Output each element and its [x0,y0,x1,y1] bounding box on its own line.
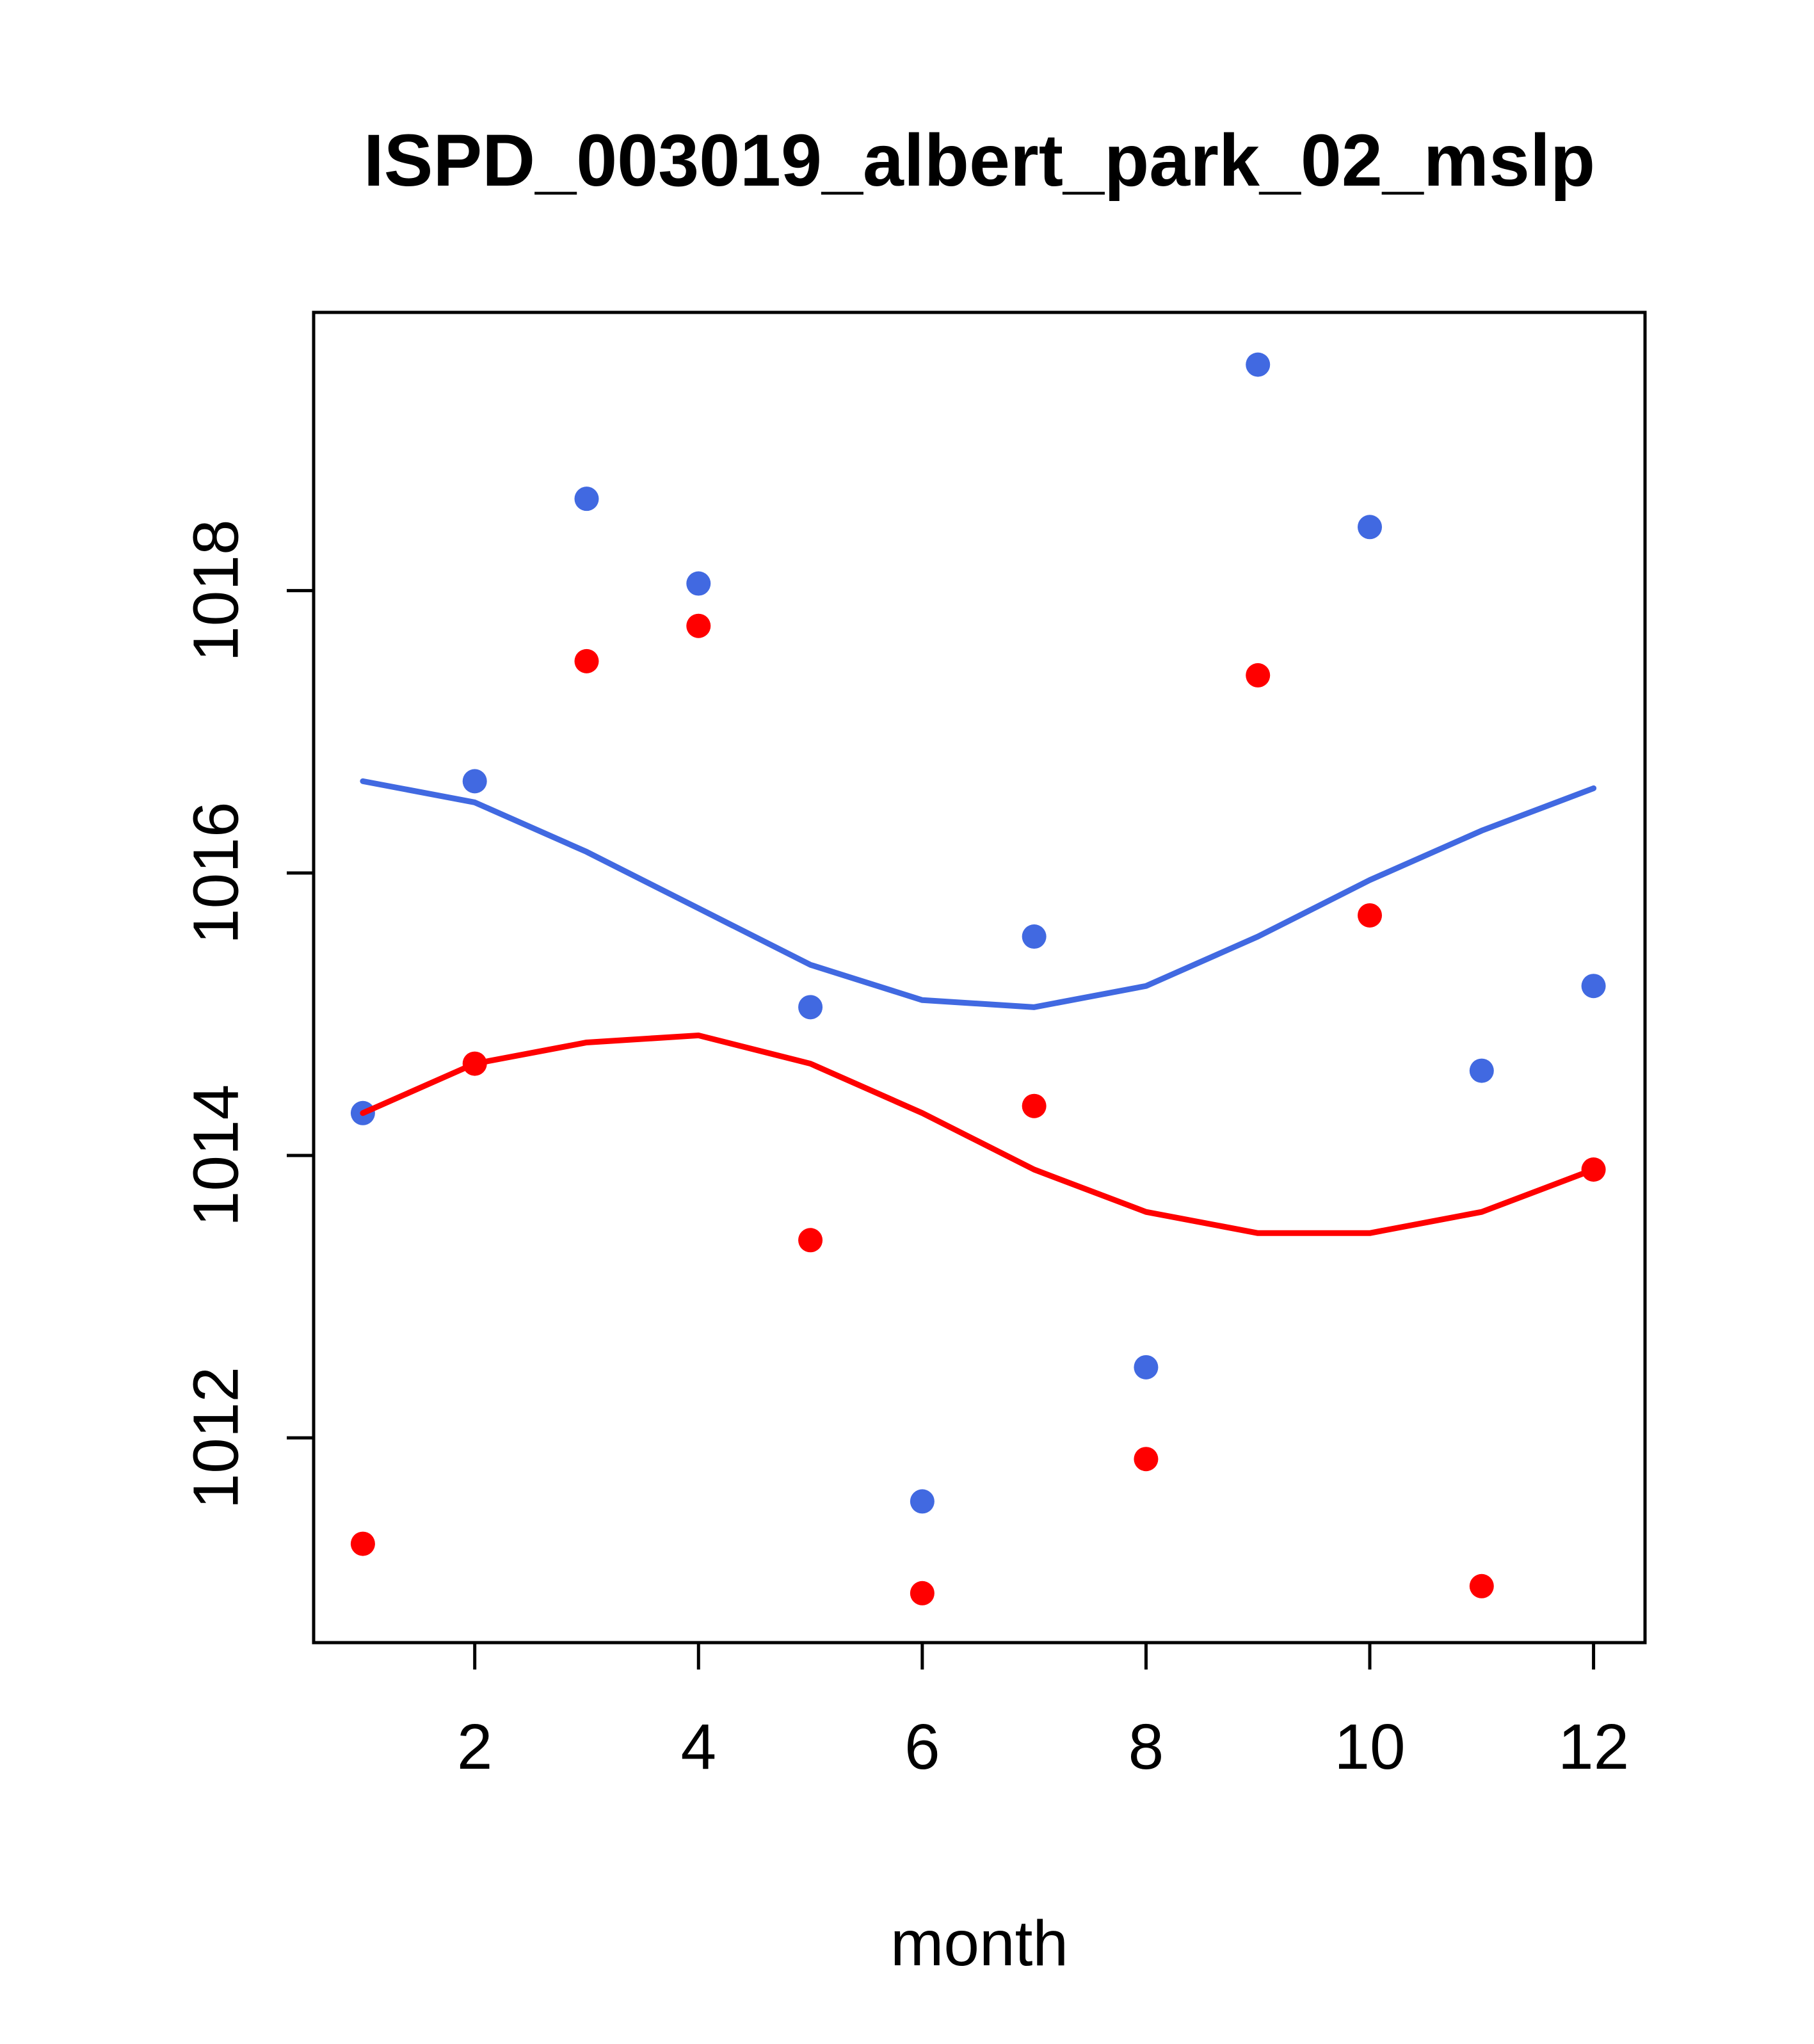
red-point [350,1531,375,1556]
data-layer [350,352,1606,1605]
blue-point [1581,974,1606,999]
x-tick-label: 10 [1334,1711,1405,1783]
blue-point [1022,924,1047,949]
y-tick-label: 1012 [180,1367,252,1509]
red-point [1022,1093,1047,1118]
x-tick-label: 6 [904,1711,940,1783]
blue-point [686,571,711,596]
blue-point [1358,515,1383,540]
plot-border [312,310,1647,1645]
red-point [1134,1447,1159,1472]
blue-smooth-line [360,778,1597,1010]
x-tick-label: 8 [1128,1711,1164,1783]
red-point [1358,903,1383,928]
red-point [1469,1573,1494,1598]
blue-point [574,487,599,511]
blue-point [798,995,823,1020]
x-axis-label: month [890,1908,1068,1979]
blue-point [462,769,487,794]
red-point [1246,663,1271,688]
y-tick-label: 1014 [180,1084,252,1227]
red-point [910,1581,935,1605]
blue-point [1469,1058,1494,1083]
red-point [574,648,599,673]
y-tick-label: 1018 [180,519,252,661]
blue-point [1246,352,1271,377]
red-point [686,613,711,638]
red-smooth-line [360,1032,1597,1236]
y-tick-label: 1016 [180,802,252,944]
x-tick-label: 4 [680,1711,716,1783]
chart-title: ISPD_003019_albert_park_02_mslp [364,120,1595,202]
x-tick-label: 2 [457,1711,493,1783]
red-point [798,1228,823,1253]
blue-point [910,1489,935,1514]
x-tick-label: 12 [1558,1711,1629,1783]
blue-point [1134,1355,1159,1380]
